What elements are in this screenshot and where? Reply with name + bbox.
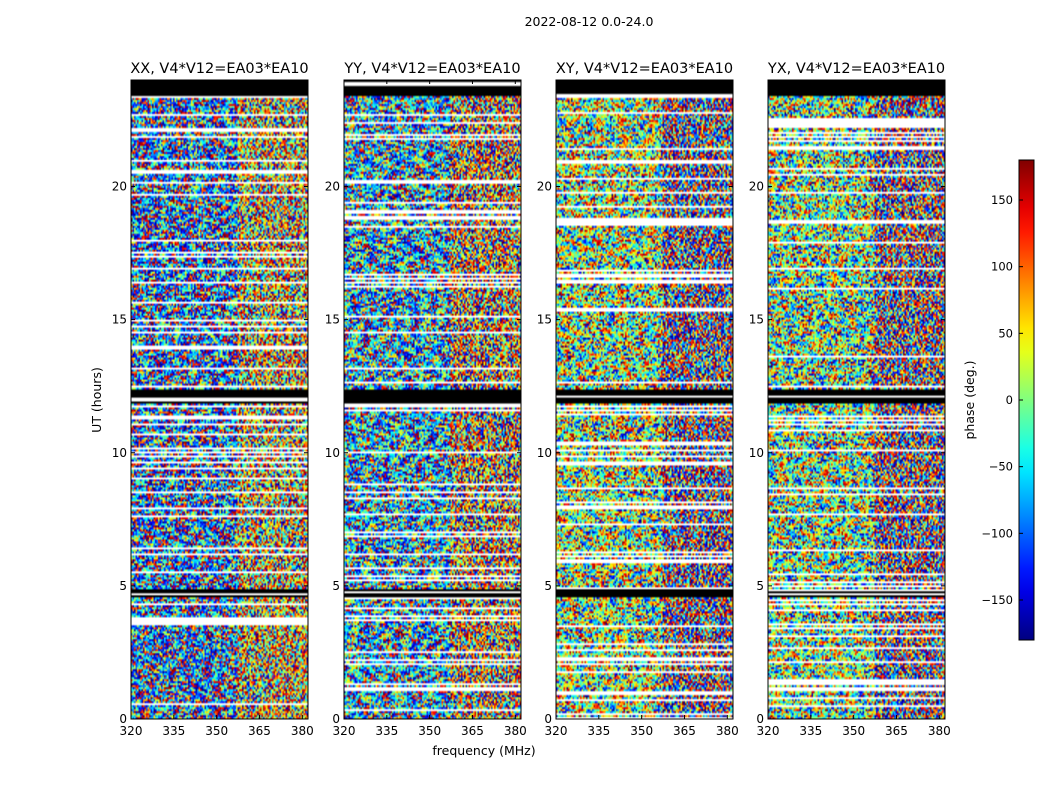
figure-xlabel: frequency (MHz) — [432, 743, 535, 758]
x-tick-label: 365 — [461, 724, 484, 738]
y-tick-label: 0 — [119, 712, 127, 726]
heatmap-image — [131, 80, 308, 719]
colorbar-tick-label: −150 — [981, 593, 1013, 607]
panels: XX, V4*V12=EA03*EA10 320 335 350 365 380 0 5 10 1… — [112, 61, 951, 738]
y-tick-label: 10 — [112, 446, 127, 460]
heatmap-image — [556, 80, 733, 719]
y-tick-label: 5 — [544, 579, 552, 593]
x-tick-label: 365 — [673, 724, 696, 738]
y-tick-label: 20 — [325, 180, 340, 194]
panel-title: YX, V4*V12=EA03*EA10 — [767, 61, 945, 77]
panel-title: XY, V4*V12=EA03*EA10 — [556, 61, 733, 77]
x-tick-label: 335 — [587, 724, 610, 738]
y-tick-label: 15 — [749, 313, 764, 327]
y-tick-label: 15 — [325, 313, 340, 327]
colorbar-tick-label: 50 — [998, 326, 1013, 340]
panel-1: XX, V4*V12=EA03*EA10 320 335 350 365 380 0 5 10 1… — [112, 61, 314, 738]
axes-frame — [555, 79, 734, 720]
x-tick-label: 380 — [504, 724, 527, 738]
colorbar-label: phase (deg.) — [962, 361, 977, 440]
y-tick-label: 15 — [112, 313, 127, 327]
y-tick-label: 5 — [119, 579, 127, 593]
colorbar-tick-label: 100 — [991, 260, 1013, 274]
y-tick-label: 15 — [537, 313, 552, 327]
x-tick-label: 365 — [248, 724, 271, 738]
x-tick-label: 380 — [716, 724, 739, 738]
axes-frame — [130, 79, 309, 720]
axes-frame — [767, 79, 946, 720]
x-tick-label: 320 — [545, 724, 568, 738]
y-tick-label: 5 — [332, 579, 340, 593]
x-tick-label: 320 — [757, 724, 780, 738]
colorbar-tick-label: −50 — [989, 460, 1013, 474]
y-tick-label: 20 — [537, 180, 552, 194]
x-tick-label: 335 — [799, 724, 822, 738]
x-tick-label: 350 — [418, 724, 441, 738]
y-tick-label: 20 — [112, 180, 127, 194]
y-tick-label: 10 — [325, 446, 340, 460]
figure-ylabel: UT (hours) — [89, 367, 104, 433]
x-tick-label: 320 — [333, 724, 356, 738]
heatmap-image — [768, 80, 945, 719]
panel-title: YY, V4*V12=EA03*EA10 — [343, 61, 520, 77]
x-tick-label: 320 — [120, 724, 143, 738]
x-tick-label: 350 — [205, 724, 228, 738]
y-tick-label: 0 — [544, 712, 552, 726]
colorbar-tick-label: 150 — [991, 193, 1013, 207]
axes-frame — [343, 79, 522, 720]
x-tick-label: 350 — [842, 724, 865, 738]
y-tick-label: 0 — [756, 712, 764, 726]
x-tick-label: 380 — [928, 724, 951, 738]
colorbar-tick-label: −100 — [981, 526, 1013, 540]
panel-4: YX, V4*V12=EA03*EA10 320 335 350 365 380 0 5 10 1… — [749, 61, 951, 738]
y-tick-label: 10 — [749, 446, 764, 460]
colorbar: −150 −100 −50 0 50 100 150 — [981, 159, 1035, 641]
panel-title: XX, V4*V12=EA03*EA10 — [130, 61, 308, 77]
x-tick-label: 335 — [162, 724, 185, 738]
x-tick-label: 365 — [885, 724, 908, 738]
heatmap-image — [344, 80, 521, 719]
figure-suptitle: 2022-08-12 0.0-24.0 — [525, 14, 654, 29]
x-tick-label: 380 — [291, 724, 314, 738]
panel-2: YY, V4*V12=EA03*EA10 320 335 350 365 380 0 5 10 1… — [325, 61, 527, 738]
colorbar-tick-label: 0 — [1006, 393, 1013, 407]
y-tick-label: 20 — [749, 180, 764, 194]
y-tick-label: 0 — [332, 712, 340, 726]
y-tick-label: 5 — [756, 579, 764, 593]
x-tick-label: 335 — [375, 724, 398, 738]
x-tick-label: 350 — [630, 724, 653, 738]
y-tick-label: 10 — [537, 446, 552, 460]
panel-3: XY, V4*V12=EA03*EA10 320 335 350 365 380 0 5 10 1… — [537, 61, 739, 738]
